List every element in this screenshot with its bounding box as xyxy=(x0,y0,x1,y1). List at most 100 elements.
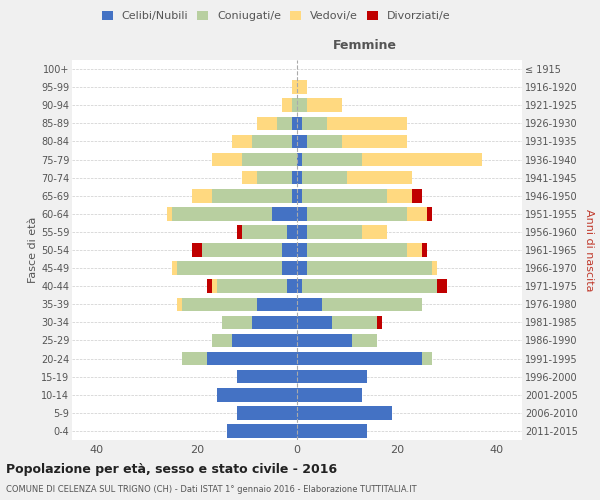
Bar xyxy=(297,98,307,112)
Bar xyxy=(342,134,407,148)
Bar xyxy=(377,316,382,329)
Bar xyxy=(362,152,482,166)
Legend: Celibi/Nubili, Coniugati/e, Vedovi/e, Divorziati/e: Celibi/Nubili, Coniugati/e, Vedovi/e, Di… xyxy=(101,10,451,21)
Bar xyxy=(352,334,377,347)
Bar xyxy=(242,152,297,166)
Bar xyxy=(252,134,292,148)
Bar xyxy=(172,262,177,275)
Bar xyxy=(167,207,172,220)
Bar xyxy=(237,225,242,238)
Bar xyxy=(412,189,422,202)
Bar xyxy=(307,262,432,275)
Bar xyxy=(182,298,257,311)
Bar xyxy=(297,316,332,329)
Bar xyxy=(297,116,302,130)
Bar xyxy=(217,280,287,293)
Bar xyxy=(437,280,447,293)
Bar xyxy=(257,298,297,311)
Bar xyxy=(297,80,307,94)
Bar xyxy=(292,98,297,112)
Bar xyxy=(297,152,302,166)
Bar xyxy=(272,207,297,220)
Bar xyxy=(297,334,352,347)
Bar xyxy=(297,298,322,311)
Bar xyxy=(322,298,422,311)
Bar xyxy=(297,406,392,419)
Bar xyxy=(182,352,207,366)
Bar xyxy=(297,370,367,384)
Bar xyxy=(302,152,362,166)
Bar xyxy=(287,280,297,293)
Bar xyxy=(172,207,272,220)
Bar xyxy=(282,243,297,257)
Bar xyxy=(277,116,292,130)
Bar xyxy=(257,171,292,184)
Bar xyxy=(302,171,347,184)
Bar xyxy=(222,316,252,329)
Bar xyxy=(292,189,297,202)
Bar xyxy=(432,262,437,275)
Bar xyxy=(297,134,307,148)
Bar xyxy=(362,225,387,238)
Bar xyxy=(282,262,297,275)
Bar xyxy=(297,424,367,438)
Bar xyxy=(282,98,292,112)
Bar xyxy=(297,352,422,366)
Bar xyxy=(297,262,307,275)
Y-axis label: Fasce di età: Fasce di età xyxy=(28,217,38,283)
Bar xyxy=(297,189,302,202)
Bar xyxy=(292,116,297,130)
Bar xyxy=(292,171,297,184)
Bar xyxy=(347,171,412,184)
Bar xyxy=(212,334,232,347)
Bar xyxy=(307,207,407,220)
Bar xyxy=(387,189,412,202)
Bar xyxy=(332,316,377,329)
Text: Popolazione per età, sesso e stato civile - 2016: Popolazione per età, sesso e stato civil… xyxy=(6,462,337,475)
Bar xyxy=(307,243,407,257)
Bar xyxy=(407,243,422,257)
Bar xyxy=(297,207,307,220)
Text: Femmine: Femmine xyxy=(332,40,397,52)
Bar xyxy=(422,352,432,366)
Bar xyxy=(227,424,297,438)
Bar xyxy=(192,189,212,202)
Text: COMUNE DI CELENZA SUL TRIGNO (CH) - Dati ISTAT 1° gennaio 2016 - Elaborazione TU: COMUNE DI CELENZA SUL TRIGNO (CH) - Dati… xyxy=(6,486,416,494)
Bar xyxy=(292,134,297,148)
Bar xyxy=(242,225,287,238)
Bar xyxy=(207,280,212,293)
Bar xyxy=(237,370,297,384)
Bar xyxy=(302,280,437,293)
Bar xyxy=(192,243,202,257)
Bar xyxy=(302,189,387,202)
Bar xyxy=(177,262,282,275)
Bar xyxy=(242,171,257,184)
Bar xyxy=(212,152,242,166)
Y-axis label: Anni di nascita: Anni di nascita xyxy=(584,209,595,291)
Bar xyxy=(232,134,252,148)
Bar xyxy=(427,207,432,220)
Bar xyxy=(177,298,182,311)
Bar xyxy=(407,207,427,220)
Bar xyxy=(292,80,297,94)
Bar xyxy=(297,388,362,402)
Bar xyxy=(287,225,297,238)
Bar xyxy=(297,171,302,184)
Bar xyxy=(297,243,307,257)
Bar xyxy=(217,388,297,402)
Bar xyxy=(212,280,217,293)
Bar xyxy=(207,352,297,366)
Bar xyxy=(237,406,297,419)
Bar xyxy=(302,116,327,130)
Bar xyxy=(307,98,342,112)
Bar xyxy=(202,243,282,257)
Bar xyxy=(252,316,297,329)
Bar xyxy=(232,334,297,347)
Bar xyxy=(257,116,277,130)
Bar xyxy=(297,225,307,238)
Bar xyxy=(307,134,342,148)
Bar xyxy=(297,280,302,293)
Bar xyxy=(327,116,407,130)
Bar xyxy=(212,189,292,202)
Bar xyxy=(422,243,427,257)
